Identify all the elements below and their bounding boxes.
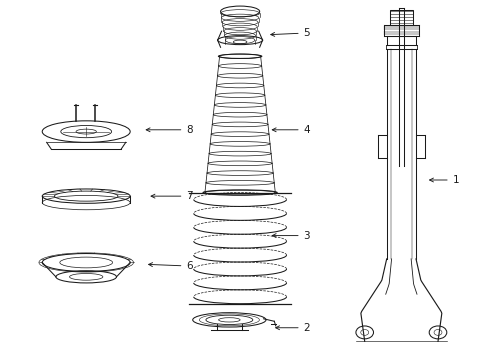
Text: 3: 3 — [272, 231, 310, 240]
Text: 2: 2 — [276, 323, 310, 333]
Text: 6: 6 — [148, 261, 193, 271]
Text: 1: 1 — [430, 175, 459, 185]
FancyBboxPatch shape — [390, 10, 413, 25]
Text: 5: 5 — [271, 28, 310, 38]
Text: 8: 8 — [146, 125, 193, 135]
Text: 4: 4 — [272, 125, 310, 135]
Text: 7: 7 — [151, 191, 193, 201]
